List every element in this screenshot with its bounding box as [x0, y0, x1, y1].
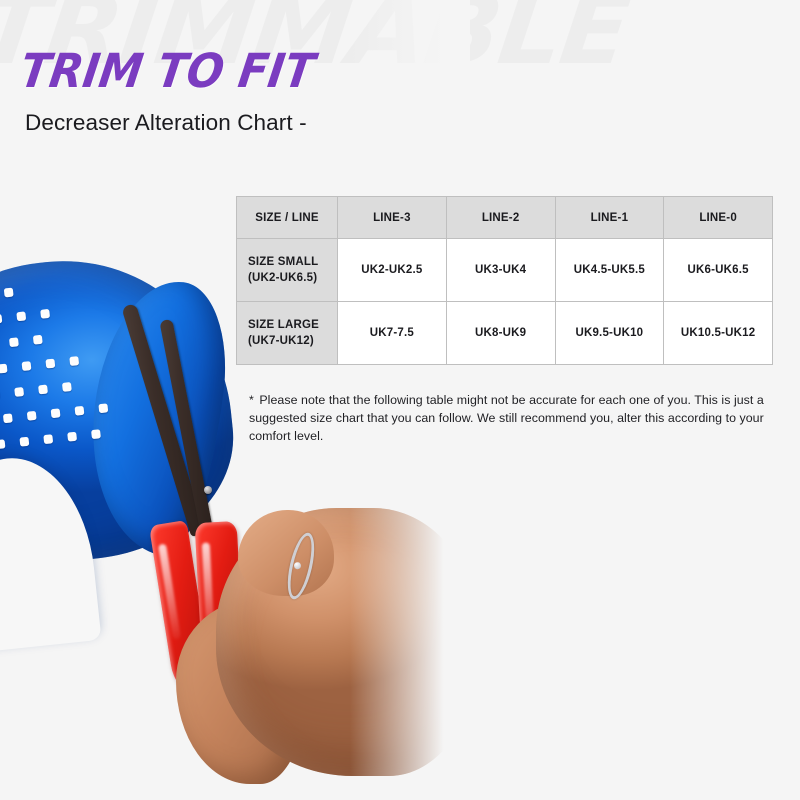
protector-perforations — [0, 273, 172, 495]
row-label-line1: SIZE SMALL — [248, 255, 319, 268]
footnote-marker: * — [249, 393, 256, 407]
row-label-line2: (UK7-UK12) — [248, 335, 314, 347]
scissors-pivot-screw — [204, 486, 212, 494]
cell-large-line0: UK10.5-UK12 — [663, 301, 773, 365]
size-chart-table: SIZE / LINE LINE-3 LINE-2 LINE-1 LINE-0 … — [236, 196, 773, 365]
cell-large-line2: UK8-UK9 — [445, 301, 556, 365]
hand-thumb — [176, 600, 308, 784]
handle-highlight — [157, 543, 181, 640]
table-row: SIZE SMALL (UK2-UK6.5) UK2-UK2.5 UK3-UK4… — [236, 238, 773, 302]
hand — [176, 508, 470, 800]
column-header-line-3: LINE-3 — [337, 196, 447, 239]
table-header-row: SIZE / LINE LINE-3 LINE-2 LINE-1 LINE-0 — [236, 196, 773, 239]
scissors-handle-right — [194, 520, 244, 654]
hand-knuckles — [216, 508, 470, 776]
row-label-line2: (UK2-UK6.5) — [248, 272, 318, 284]
size-chart-table-wrapper: SIZE / LINE LINE-3 LINE-2 LINE-1 LINE-0 … — [236, 196, 773, 365]
ring-stone — [293, 561, 302, 570]
cell-small-line2: UK3-UK4 — [445, 238, 556, 302]
footnote-text: Please note that the following table mig… — [249, 393, 764, 444]
page-subtitle: Decreaser Alteration Chart - — [25, 110, 307, 135]
protector-body — [0, 244, 245, 580]
table-row: SIZE LARGE (UK7-UK12) UK7-7.5 UK8-UK9 UK… — [236, 301, 773, 365]
protector-opening — [0, 450, 102, 656]
hand-index-finger — [238, 510, 334, 596]
shoe-crease-protector — [0, 244, 245, 656]
column-header-size-line: SIZE / LINE — [236, 196, 338, 239]
cell-small-line0: UK6-UK6.5 — [663, 238, 773, 302]
handle-highlight — [201, 542, 215, 639]
row-label-line1: SIZE LARGE — [248, 318, 320, 331]
cell-small-line3: UK2-UK2.5 — [337, 238, 447, 302]
header-banner: TRIMMABLE TRIM TO FIT Decreaser Alterati… — [0, 0, 800, 165]
row-header-size-large: SIZE LARGE (UK7-UK12) — [236, 301, 338, 365]
footnote-disclaimer: * Please note that the following table m… — [249, 391, 777, 445]
cell-large-line3: UK7-7.5 — [337, 301, 447, 365]
column-header-line-1: LINE-1 — [554, 196, 665, 239]
column-header-line-0: LINE-0 — [663, 196, 773, 239]
cell-small-line1: UK4.5-UK5.5 — [554, 238, 665, 302]
scissors-handle-left — [148, 520, 214, 694]
row-header-size-small: SIZE SMALL (UK2-UK6.5) — [236, 238, 338, 302]
scissors-blade-upper — [121, 303, 206, 537]
column-header-line-2: LINE-2 — [445, 196, 556, 239]
cell-large-line1: UK9.5-UK10 — [554, 301, 665, 365]
protector-sidewall — [77, 273, 237, 561]
page-title: TRIM TO FIT — [16, 44, 318, 99]
scissors-blade-lower — [159, 318, 214, 536]
finger-ring — [282, 530, 320, 602]
